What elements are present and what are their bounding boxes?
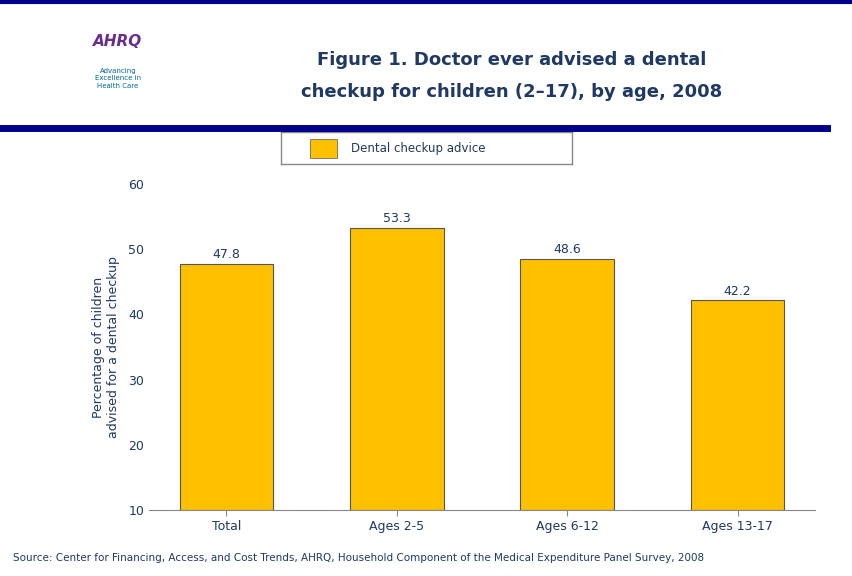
Text: Source: Center for Financing, Access, and Cost Trends, AHRQ, Household Component: Source: Center for Financing, Access, an… xyxy=(13,554,703,563)
Text: Dental checkup advice: Dental checkup advice xyxy=(351,142,485,155)
Text: checkup for children (2–17), by age, 2008: checkup for children (2–17), by age, 200… xyxy=(301,83,722,101)
Y-axis label: Percentage of children
advised for a dental checkup: Percentage of children advised for a den… xyxy=(92,256,120,438)
Bar xyxy=(179,264,273,510)
Bar xyxy=(310,139,337,158)
Bar xyxy=(690,300,784,510)
Bar xyxy=(74,12,187,107)
Text: AHRQ: AHRQ xyxy=(93,35,142,50)
Text: 47.8: 47.8 xyxy=(212,248,240,261)
Text: 48.6: 48.6 xyxy=(553,243,580,256)
Text: 42.2: 42.2 xyxy=(722,285,751,298)
Bar xyxy=(520,259,613,510)
Text: Advancing
Excellence in
Health Care: Advancing Excellence in Health Care xyxy=(95,67,141,89)
Bar xyxy=(349,228,443,510)
Text: 53.3: 53.3 xyxy=(383,213,410,225)
Text: Figure 1. Doctor ever advised a dental: Figure 1. Doctor ever advised a dental xyxy=(317,51,705,70)
